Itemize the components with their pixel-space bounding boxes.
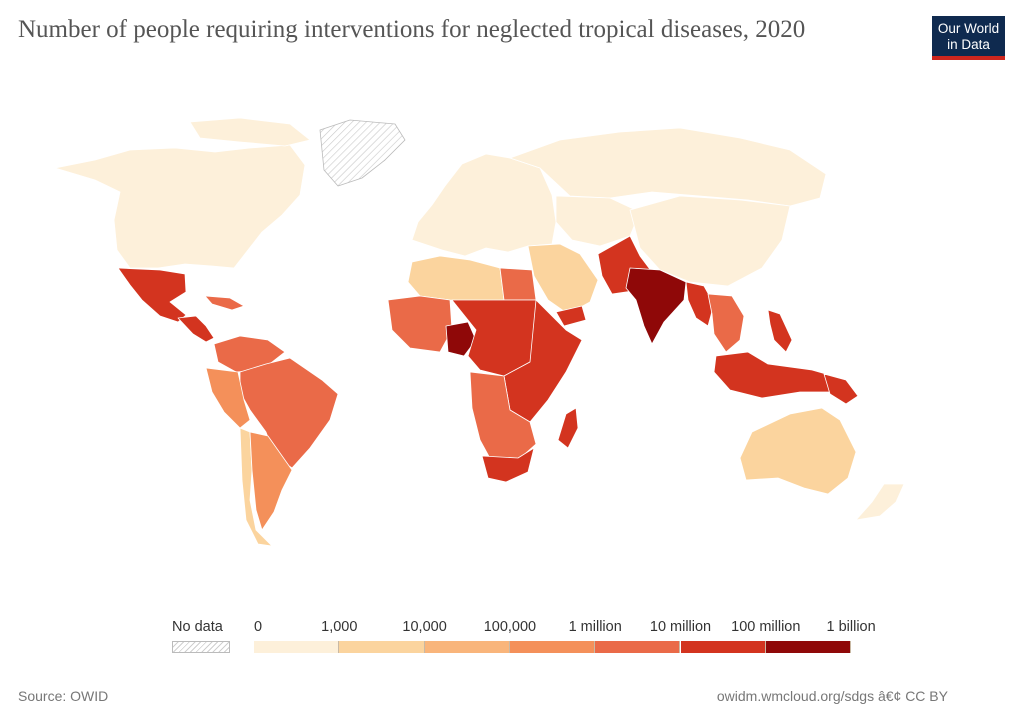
region-west-africa[interactable] — [387, 295, 453, 353]
region-central-america[interactable] — [177, 315, 215, 343]
legend-bin-2[interactable] — [424, 641, 510, 653]
map-legend: No data 0 1,000 10,000 100,000 1 million 10 m… — [0, 616, 1024, 656]
legend-bin-0[interactable] — [254, 641, 340, 653]
legend-no-data-swatch[interactable] — [172, 641, 230, 653]
logo-line-2: in Data — [947, 37, 990, 52]
region-brazil[interactable] — [239, 357, 339, 469]
region-indonesia[interactable] — [713, 351, 841, 399]
owid-logo[interactable]: Our World in Data — [932, 16, 1005, 60]
region-china[interactable] — [629, 195, 791, 287]
legend-bin-3[interactable] — [509, 641, 596, 653]
url-license: owidm.wmcloud.org/sdgs â€¢ CC BY — [716, 688, 948, 704]
region-russia[interactable] — [509, 127, 827, 207]
region-southeast-asia[interactable] — [707, 293, 745, 353]
region-yemen[interactable] — [555, 305, 587, 327]
region-nigeria[interactable] — [445, 321, 477, 357]
region-mexico[interactable] — [117, 267, 187, 323]
legend-tick-label-5: 10 million — [649, 619, 712, 635]
legend-tick-label-4: 1 million — [568, 619, 622, 635]
region-north-africa[interactable] — [407, 255, 505, 303]
source-note: Source: OWID — [18, 688, 109, 704]
region-papua-new-guinea[interactable] — [823, 373, 859, 405]
region-madagascar[interactable] — [557, 407, 579, 449]
region-greenland[interactable] — [319, 119, 406, 187]
legend-bin-6[interactable] — [765, 641, 852, 653]
region-peru[interactable] — [205, 367, 251, 429]
legend-tick-label-1: 1,000 — [321, 619, 358, 635]
legend-tick-label-3: 100,000 — [483, 619, 537, 635]
region-europe[interactable] — [411, 153, 557, 257]
region-north-america[interactable] — [54, 144, 306, 269]
world-map — [54, 117, 905, 547]
legend-tick-label-2: 10,000 — [402, 619, 447, 635]
region-middle-east[interactable] — [527, 243, 599, 315]
region-canada-islands[interactable] — [189, 117, 311, 147]
legend-no-data-label: No data — [172, 619, 223, 635]
region-india[interactable] — [625, 267, 687, 345]
region-egypt[interactable] — [499, 267, 537, 301]
region-philippines[interactable] — [767, 309, 793, 353]
region-east-africa[interactable] — [503, 299, 583, 423]
logo-line-1: Our World — [937, 21, 1000, 36]
legend-bin-5[interactable] — [680, 641, 766, 653]
legend-tick-label-0: 0 — [254, 619, 263, 635]
legend-tick-label-6: 100 million — [731, 619, 801, 635]
legend-bin-1[interactable] — [339, 641, 425, 653]
legend-bin-4[interactable] — [595, 641, 681, 653]
region-new-zealand[interactable] — [855, 483, 905, 521]
region-argentina[interactable] — [249, 431, 293, 531]
chart-title: Number of people requiring interventions… — [18, 16, 806, 43]
region-south-africa[interactable] — [481, 447, 535, 483]
region-myanmar[interactable] — [685, 281, 715, 327]
legend-tick-label-7: 1 billion — [826, 619, 876, 635]
region-caribbean[interactable] — [204, 295, 245, 311]
region-australia[interactable] — [739, 407, 857, 495]
region-central-asia[interactable] — [555, 195, 641, 247]
region-south-america-north[interactable] — [213, 335, 286, 373]
